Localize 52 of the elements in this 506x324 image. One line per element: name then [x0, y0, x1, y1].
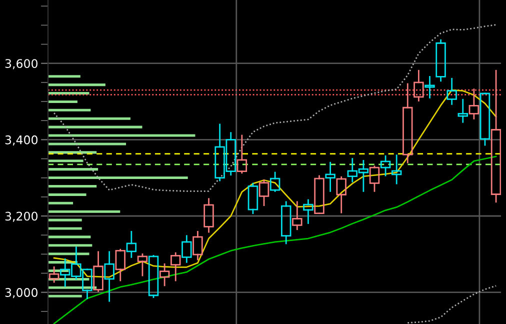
bar	[48, 142, 126, 146]
candlestick	[414, 70, 424, 102]
candlestick	[93, 251, 104, 292]
candlestick	[104, 251, 114, 302]
candlestick	[424, 76, 435, 98]
bar	[48, 210, 120, 213]
bar	[48, 184, 97, 188]
bar	[48, 227, 82, 230]
bar	[48, 75, 80, 78]
line-series	[53, 156, 497, 324]
line-series	[406, 285, 497, 324]
candlestick	[325, 162, 336, 192]
candlestick	[115, 248, 126, 282]
candlestick	[303, 199, 314, 224]
bar	[48, 176, 188, 180]
bar	[48, 252, 90, 256]
candlestick	[48, 266, 60, 283]
candlestick	[192, 230, 203, 260]
candlestick	[336, 176, 346, 214]
candlestick	[159, 263, 170, 286]
bar	[48, 108, 91, 112]
candlestick	[280, 201, 292, 244]
bar	[48, 236, 91, 238]
candlestick	[436, 39, 446, 82]
bar	[48, 84, 106, 86]
bar	[48, 160, 84, 162]
candlestick	[468, 88, 480, 120]
y-tick-label: 3,200	[5, 212, 38, 222]
y-tick-label: 3,000	[5, 288, 38, 298]
candlestick	[446, 78, 457, 105]
bar	[48, 244, 92, 247]
bar	[48, 134, 196, 137]
bar	[48, 100, 78, 103]
y-tick-label: 3,400	[5, 135, 38, 146]
candlestick	[292, 201, 302, 230]
bar	[48, 168, 98, 171]
bar	[48, 117, 130, 120]
bar	[48, 202, 74, 204]
candlestick	[182, 235, 192, 263]
candlestick	[458, 98, 468, 123]
bar	[48, 193, 86, 196]
bar	[48, 294, 82, 298]
candlestick	[402, 83, 413, 164]
bar	[48, 218, 82, 222]
bar	[48, 126, 142, 128]
candlestick	[170, 252, 181, 282]
candlestick	[236, 134, 248, 174]
y-tick-label: 3,600	[5, 59, 38, 70]
candlestick	[204, 198, 214, 233]
candlestick	[126, 230, 137, 258]
candlestick	[391, 154, 402, 184]
line-series	[53, 24, 497, 192]
